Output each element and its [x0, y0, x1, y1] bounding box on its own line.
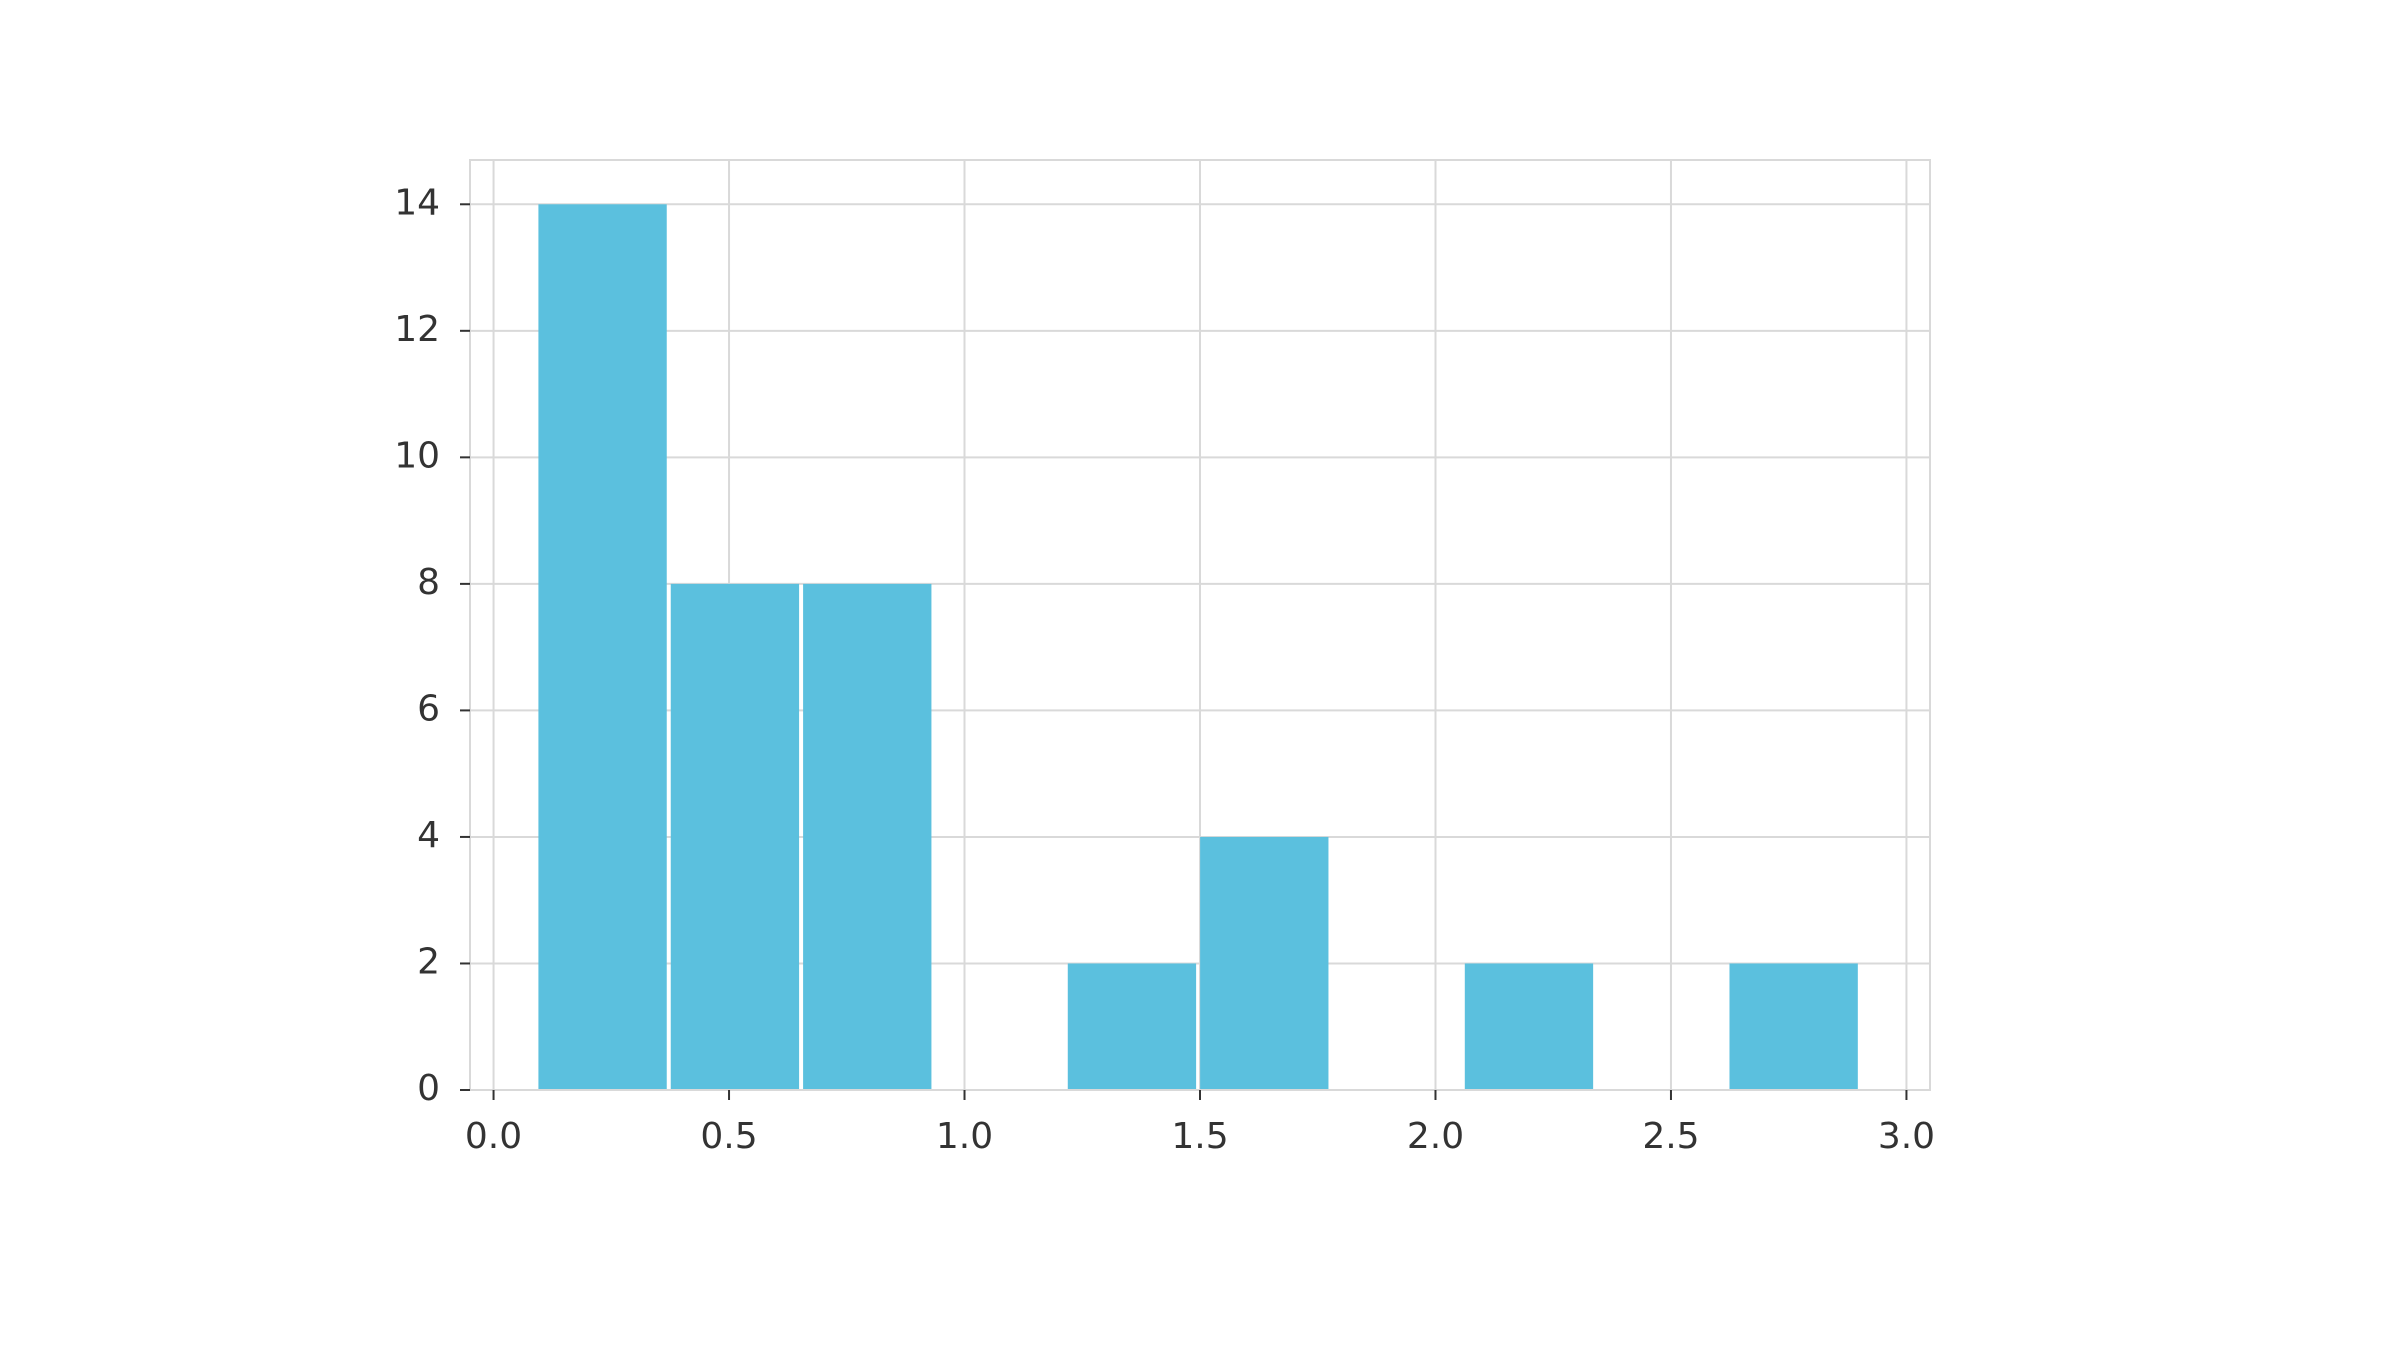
y-tick-label: 2 [417, 941, 440, 982]
y-tick-label: 6 [417, 688, 440, 729]
y-tick-label: 10 [394, 435, 440, 476]
y-tick-label: 8 [417, 562, 440, 603]
y-tick-label: 14 [394, 182, 440, 223]
x-tick-label: 0.0 [465, 1116, 522, 1157]
y-tick-label: 0 [417, 1068, 440, 1109]
histogram-bar [671, 584, 799, 1090]
histogram-bar [1200, 837, 1328, 1090]
chart-root: { "chart": { "type": "histogram", "backg… [0, 0, 2400, 1350]
x-tick-label: 1.5 [1171, 1116, 1228, 1157]
x-tick-label: 1.0 [936, 1116, 993, 1157]
histogram-bar [803, 584, 931, 1090]
x-tick-label: 0.5 [700, 1116, 757, 1157]
histogram-bar [1068, 963, 1196, 1090]
histogram-bar [1729, 963, 1857, 1090]
histogram-bar [1465, 963, 1593, 1090]
histogram-chart: 0.0 0.5 1.0 1.5 2.0 2.5 3.0 0 2 4 6 8 10 12 14 [0, 0, 2400, 1350]
y-tick-label: 4 [417, 815, 440, 856]
histogram-bar [538, 204, 666, 1090]
x-tick-label: 2.5 [1642, 1116, 1699, 1157]
x-tick-label: 3.0 [1878, 1116, 1935, 1157]
x-tick-label: 2.0 [1407, 1116, 1464, 1157]
y-tick-label: 12 [394, 309, 440, 350]
